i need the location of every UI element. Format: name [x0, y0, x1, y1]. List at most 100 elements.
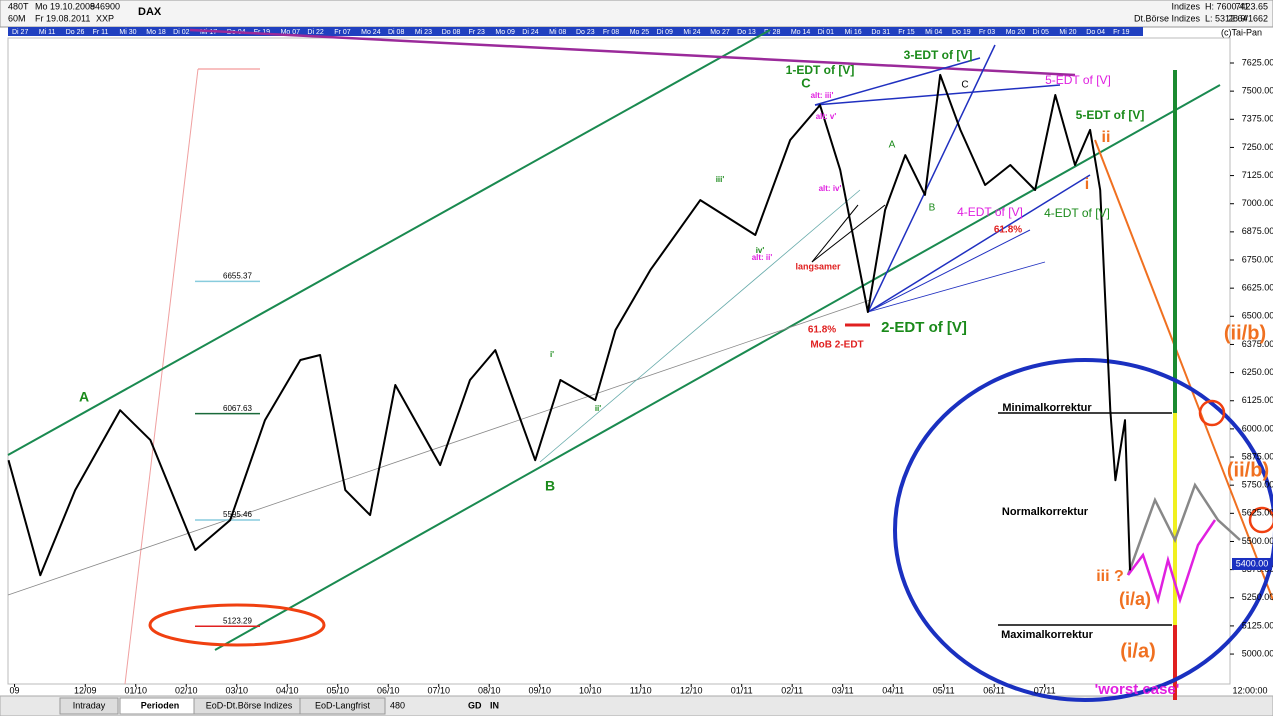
y-tick-label: 5500.00 — [1242, 536, 1273, 546]
annotation: 'worst case' — [1095, 681, 1180, 698]
annotation: ii — [1102, 129, 1111, 146]
period-select[interactable]: 480 — [390, 700, 405, 710]
trend-channel — [7, 29, 771, 456]
helper-line — [124, 68, 199, 685]
annotation: 5-EDT of [V] — [1076, 108, 1145, 122]
date-strip-label: Do 19 — [952, 29, 971, 36]
annotation: langsamer — [795, 261, 841, 271]
date-strip-label: Mi 08 — [549, 29, 566, 36]
annotation: i' — [550, 350, 554, 359]
y-tick-label: 5750.00 — [1242, 480, 1273, 490]
edt-line — [867, 261, 1046, 313]
annotation: C — [961, 80, 968, 91]
annotation: iii' — [716, 175, 725, 184]
x-tick-label: 07/10 — [427, 685, 450, 695]
header-label: Dt.Börse Indizes — [1134, 13, 1201, 23]
date-strip — [8, 27, 1143, 36]
annotation: A — [79, 389, 89, 405]
annotation: 4-EDT of [V] — [957, 205, 1023, 219]
y-tick-label: 6375.00 — [1242, 339, 1273, 349]
annotation: C — [801, 75, 811, 90]
annotation: iv' — [756, 246, 765, 255]
x-tick-label: 09/10 — [528, 685, 551, 695]
x-tick-label: 12/09 — [74, 685, 97, 695]
y-tick-label: 6625.00 — [1242, 283, 1273, 293]
annotation: 61.8% — [808, 325, 836, 336]
last-price-label: 5400.00 — [1236, 558, 1269, 568]
projection-line — [1094, 139, 1273, 601]
tab[interactable] — [59, 697, 119, 715]
annotation: alt: iii' — [811, 91, 834, 100]
tab-label[interactable]: EoD-Langfrist — [315, 700, 371, 710]
date-strip-label: Mi 20 — [1059, 29, 1076, 36]
edt-line — [814, 57, 981, 106]
annotation: iii ? — [1096, 568, 1124, 585]
y-tick-label: 5875.00 — [1242, 451, 1273, 461]
level-label: 6655.37 — [223, 271, 252, 280]
highlight-ellipse — [148, 603, 326, 647]
date-strip-label: Di 02 — [173, 29, 189, 36]
date-strip-label: Do 04 — [1086, 29, 1105, 36]
x-tick-label: 03/10 — [225, 685, 248, 695]
date-strip-label: Fr 19 — [1113, 29, 1129, 36]
header-info: Mo 19.10.2009 — [35, 1, 95, 11]
annotation: alt: iv' — [819, 184, 842, 193]
annotation: 4-EDT of [V] — [1044, 206, 1110, 220]
y-tick-label: 5000.00 — [1242, 648, 1273, 658]
date-strip-label: Mi 24 — [683, 29, 700, 36]
x-tick-label: 04/10 — [276, 685, 299, 695]
x-tick-label: 08/10 — [478, 685, 501, 695]
annotation: alt: ii' — [752, 253, 773, 262]
date-strip-label: Do 08 — [442, 29, 461, 36]
date-strip-label: Di 24 — [522, 29, 538, 36]
header-info: 480T — [8, 1, 29, 11]
tab-label[interactable]: Intraday — [73, 700, 106, 710]
annotation: B — [545, 478, 555, 494]
date-strip-label: Mi 11 — [39, 29, 56, 36]
trend-line — [539, 189, 861, 463]
x-tick-label: 02/11 — [781, 685, 803, 695]
tab-label[interactable]: EoD-Dt.Börse Indizes — [206, 700, 293, 710]
tab[interactable] — [299, 697, 386, 715]
x-tick-label: 06/11 — [983, 685, 1005, 695]
target-circle — [1248, 506, 1273, 534]
tab-label[interactable]: Perioden — [141, 700, 180, 710]
toolbar-button[interactable]: GD — [468, 700, 482, 710]
level-label: 5123.29 — [223, 616, 252, 625]
edt-line — [867, 44, 996, 313]
header-value: L: 5312.64 — [1205, 13, 1248, 23]
annotation: (ii/b) — [1227, 459, 1269, 481]
date-strip-label: Mo 24 — [361, 29, 381, 36]
date-strip-label: Mo 14 — [791, 29, 811, 36]
time-label: 12:00:00 — [1232, 685, 1267, 695]
date-strip-label: Fr 19 — [254, 29, 270, 36]
header-info: 60M — [8, 13, 26, 23]
header-value: 7423.65 — [1235, 1, 1268, 11]
header-value: 28.9/1662 — [1228, 13, 1268, 23]
annotation: B — [929, 203, 936, 214]
x-tick-label: 11/10 — [630, 685, 652, 695]
edt-line — [867, 174, 1091, 313]
y-tick-label: 6875.00 — [1242, 226, 1273, 236]
date-strip-label: Do 26 — [66, 29, 85, 36]
y-tick-label: 7125.00 — [1242, 170, 1273, 180]
date-strip-label: Mo 07 — [281, 29, 301, 36]
scenario-path — [1126, 482, 1241, 576]
date-strip-label: Di 05 — [1033, 29, 1049, 36]
date-strip-label: Di 27 — [12, 29, 28, 36]
date-strip-label: Fr 11 — [93, 29, 109, 36]
x-tick-label: 12/10 — [680, 685, 703, 695]
header-info: XXP — [96, 13, 114, 23]
toolbar-button[interactable]: IN — [490, 700, 499, 710]
highlight-ellipse — [893, 358, 1273, 702]
date-strip-label: Mi 04 — [925, 29, 942, 36]
x-tick-label: 01/11 — [731, 685, 753, 695]
trend-line — [7, 299, 871, 596]
x-tick-label: 05/11 — [933, 685, 955, 695]
date-strip-label: Do 23 — [576, 29, 595, 36]
date-strip-label: Mo 27 — [710, 29, 730, 36]
y-tick-label: 6750.00 — [1242, 254, 1273, 264]
